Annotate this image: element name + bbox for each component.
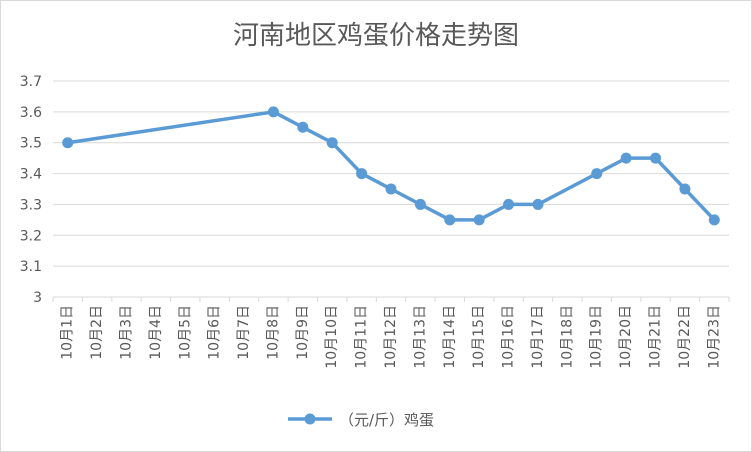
x-tick-label: 10月18日 — [559, 305, 575, 369]
x-tick-label: 10月3日 — [118, 305, 134, 360]
x-tick-label: 10月16日 — [501, 305, 517, 369]
y-tick-label: 3.4 — [20, 167, 42, 183]
x-tick-label: 10月1日 — [60, 305, 76, 360]
data-point — [267, 106, 279, 118]
x-tick-label: 10月21日 — [648, 305, 664, 369]
data-point — [473, 214, 485, 226]
y-tick-label: 3.6 — [20, 105, 42, 121]
data-point — [591, 168, 603, 180]
x-tick-label: 10月11日 — [354, 305, 370, 369]
y-tick-label: 3 — [33, 290, 42, 306]
x-tick-label: 10月13日 — [412, 305, 428, 369]
y-tick-label: 3.2 — [20, 228, 42, 244]
data-point — [532, 198, 544, 210]
data-point — [414, 198, 426, 210]
data-point — [620, 152, 632, 164]
x-tick-label: 10月20日 — [618, 305, 634, 369]
x-tick-label: 10月7日 — [236, 305, 252, 360]
legend-marker — [304, 413, 316, 425]
chart-title: 河南地区鸡蛋价格走势图 — [232, 21, 519, 51]
data-point — [326, 137, 338, 149]
x-tick-label: 10月17日 — [530, 305, 546, 369]
x-tick-label: 10月4日 — [148, 305, 164, 360]
data-point — [297, 121, 309, 133]
x-tick-label: 10月5日 — [177, 305, 193, 360]
x-tick-label: 10月8日 — [265, 305, 281, 360]
x-tick-label: 10月10日 — [324, 305, 340, 369]
x-tick-label: 10月9日 — [295, 305, 311, 360]
data-point — [385, 183, 397, 195]
x-tick-label: 10月6日 — [207, 305, 223, 360]
x-tick-label: 10月19日 — [589, 305, 605, 369]
data-point — [503, 198, 515, 210]
data-point — [444, 214, 456, 226]
legend-label: （元/斤）鸡蛋 — [339, 411, 434, 429]
x-tick-label: 10月14日 — [442, 305, 458, 369]
data-point — [679, 183, 691, 195]
y-tick-label: 3.3 — [20, 197, 42, 213]
y-tick-label: 3.7 — [20, 74, 42, 90]
y-tick-label: 3.5 — [20, 136, 42, 152]
series-line — [67, 110, 716, 222]
data-point — [650, 152, 662, 164]
y-tick-label: 3.1 — [20, 259, 42, 275]
data-point — [62, 137, 74, 149]
data-point — [708, 214, 720, 226]
x-tick-label: 10月12日 — [383, 305, 399, 369]
x-tick-label: 10月2日 — [89, 305, 105, 360]
x-tick-label: 10月15日 — [471, 305, 487, 369]
x-tick-label: 10月22日 — [677, 305, 693, 369]
data-point — [356, 168, 368, 180]
x-tick-label: 10月23日 — [706, 305, 722, 369]
